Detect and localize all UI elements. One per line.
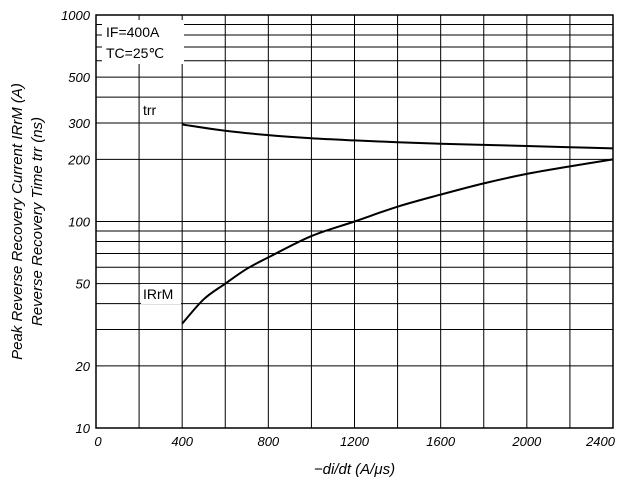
y-axis-title-time: Reverse Recovery Time trr (ns) (29, 117, 46, 326)
y-axis-title-current: Peak Reverse Recovery Current IRrM (A) (9, 83, 26, 360)
x-tick-label: 2000 (511, 434, 542, 449)
x-tick-labels: 0 400 800 1200 1600 2000 2400 (94, 434, 615, 449)
x-tick-label: 1200 (340, 434, 370, 449)
x-tick-label: 2400 (585, 434, 616, 449)
condition-case-temperature: TC=25℃ (106, 45, 164, 61)
y-tick-label: 20 (75, 359, 91, 374)
x-tick-label: 1600 (426, 434, 456, 449)
series-label-trr: trr (143, 102, 157, 118)
y-tick-label: 1000 (61, 8, 91, 23)
plot-frame (95, 14, 614, 429)
y-tick-label: 50 (76, 277, 91, 292)
y-tick-label: 300 (68, 116, 90, 131)
condition-forward-current: IF=400A (106, 24, 160, 40)
y-tick-label: 10 (76, 421, 91, 436)
series-line-trr (182, 123, 614, 150)
y-tick-labels: 10 20 50 100 200 300 500 1000 (61, 8, 91, 436)
series-layer (181, 123, 614, 325)
conditions-box (102, 20, 184, 64)
x-axis-title: −di/dt (A/μs) (314, 461, 395, 478)
x-tick-label: 800 (257, 434, 279, 449)
y-tick-label: 200 (67, 152, 90, 167)
trr-label-box (140, 100, 170, 120)
x-tick-label: 400 (171, 434, 193, 449)
y-tick-label: 500 (68, 70, 90, 85)
series-label-irrm: IRrM (143, 286, 173, 302)
irrm-label-box (141, 284, 181, 304)
series-line-irrm (181, 158, 614, 325)
x-tick-label: 0 (94, 434, 102, 449)
y-tick-label: 100 (68, 215, 90, 230)
